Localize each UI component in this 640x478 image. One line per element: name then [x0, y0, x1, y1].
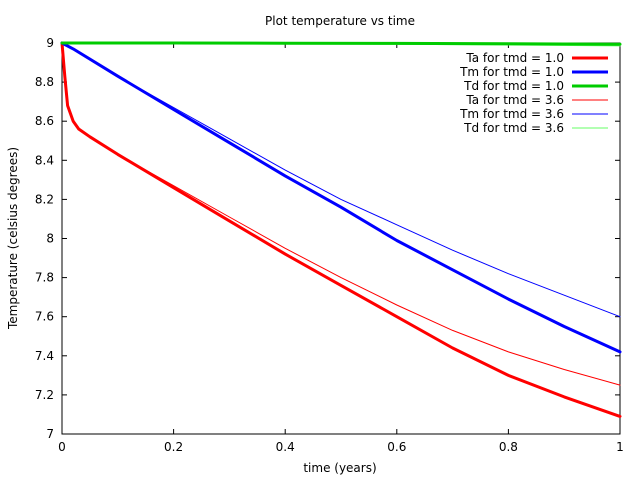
- y-tick-label: 8.8: [35, 75, 54, 89]
- y-tick-label: 7.2: [35, 388, 54, 402]
- series-line-1: [60, 41, 622, 418]
- legend: Ta for tmd = 1.0Tm for tmd = 1.0Td for t…: [459, 51, 608, 135]
- y-tick-label: 7.4: [35, 349, 54, 363]
- legend-label: Td for tmd = 3.6: [463, 121, 564, 135]
- y-tick-label: 7: [46, 427, 54, 441]
- y-tick-label: 7.8: [35, 271, 54, 285]
- legend-label: Ta for tmd = 3.6: [465, 93, 564, 107]
- y-tick-label: 8.2: [35, 192, 54, 206]
- y-tick-label: 8.4: [35, 153, 54, 167]
- x-tick-label: 1: [616, 440, 624, 454]
- series-line-3: [60, 41, 622, 46]
- chart-title: Plot temperature vs time: [265, 14, 415, 28]
- axis-ticks: 0 0.2 0.4 0.6 0.8 1 7 7.2 7.4 7.6 7.8 8 8.2 8.4 8.6 8.8…: [35, 36, 624, 454]
- series-layer: [60, 41, 622, 418]
- legend-label: Td for tmd = 1.0: [463, 79, 564, 93]
- y-tick-label: 7.6: [35, 310, 54, 324]
- x-tick-label: 0.8: [499, 440, 518, 454]
- legend-label: Ta for tmd = 1.0: [465, 51, 564, 65]
- x-tick-label: 0.6: [387, 440, 406, 454]
- y-tick-label: 8.6: [35, 114, 54, 128]
- x-tick-label: 0: [58, 440, 66, 454]
- legend-label: Tm for tmd = 3.6: [459, 107, 564, 121]
- x-axis-label: time (years): [303, 461, 376, 475]
- y-axis-label: Temperature (celsius degrees): [6, 147, 20, 330]
- legend-label: Tm for tmd = 1.0: [459, 65, 564, 79]
- y-tick-label: 9: [46, 36, 54, 50]
- x-tick-label: 0.2: [164, 440, 183, 454]
- y-tick-label: 8: [46, 232, 54, 246]
- series-line-2: [60, 41, 622, 354]
- x-tick-label: 0.4: [276, 440, 295, 454]
